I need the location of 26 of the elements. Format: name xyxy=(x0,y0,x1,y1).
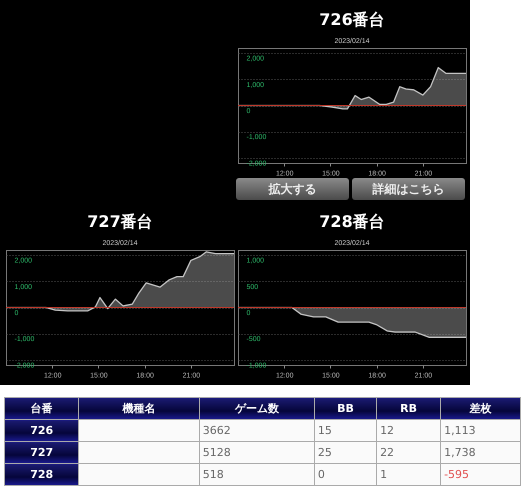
text: 詳細はこちら xyxy=(352,178,465,200)
chart-title: 728番台 xyxy=(319,212,385,231)
text: 台番 xyxy=(4,398,79,420)
chart-title: 726番台 xyxy=(319,10,385,29)
text: 518 xyxy=(199,464,314,486)
text: 726 xyxy=(4,420,79,442)
text: 5128 xyxy=(199,442,314,464)
text: 機種名 xyxy=(78,398,200,420)
text: ゲーム数 xyxy=(199,398,314,420)
text: 1,113 xyxy=(440,420,520,442)
chart-title: 727番台 xyxy=(87,212,153,231)
text: 3662 xyxy=(199,420,314,442)
text: 1,738 xyxy=(440,442,520,464)
text: 727 xyxy=(4,442,79,464)
text: 15 xyxy=(314,420,377,442)
text: 1 xyxy=(376,464,441,486)
text: 0 xyxy=(314,464,377,486)
text: -595 xyxy=(440,464,520,486)
text: BB xyxy=(314,398,377,420)
text: 拡大する xyxy=(236,178,349,200)
text: 25 xyxy=(314,442,377,464)
text: 差枚 xyxy=(440,398,520,420)
text: 12 xyxy=(376,420,441,442)
text: 22 xyxy=(376,442,441,464)
text: RB xyxy=(376,398,441,420)
text: 728 xyxy=(4,464,79,486)
